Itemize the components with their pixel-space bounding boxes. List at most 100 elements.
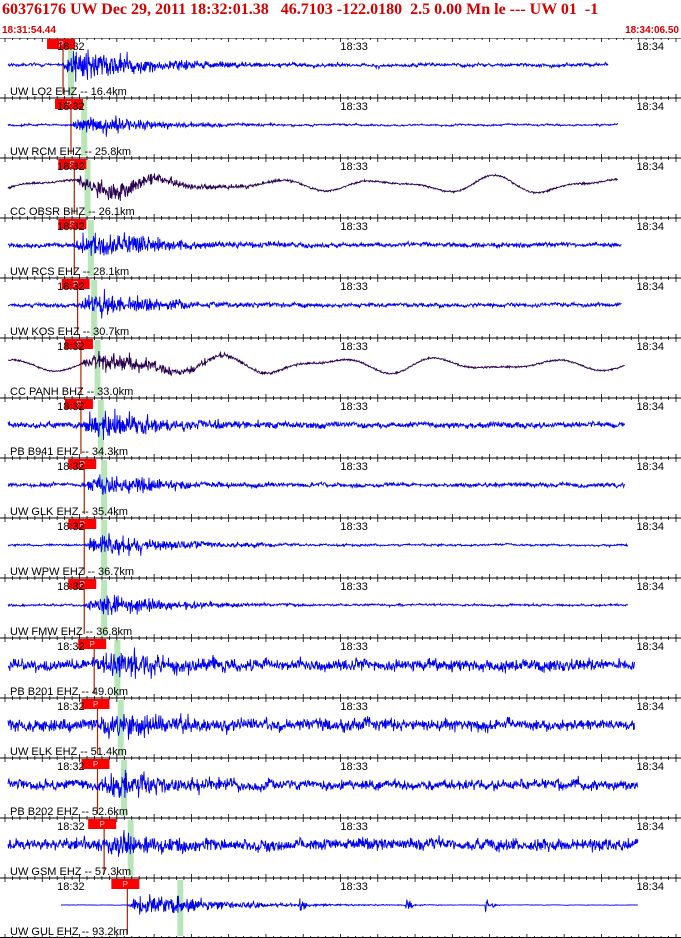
pick-marker[interactable]: P <box>64 399 93 409</box>
pick-marker[interactable]: P <box>58 159 87 169</box>
pick-label: P <box>90 640 95 649</box>
trace-row: P18:32 18:33 18:34 UW LO2 EHZ -- 16.4km <box>0 38 681 98</box>
minute-label: 18:34 <box>636 161 664 173</box>
waveform <box>7 594 629 616</box>
pick-marker[interactable]: P <box>54 99 83 109</box>
pick-marker[interactable]: P <box>81 699 110 709</box>
waveform <box>7 647 635 679</box>
waveform <box>7 408 626 441</box>
minute-label: 18:32 <box>57 881 85 893</box>
pick-marker[interactable]: P <box>68 519 97 529</box>
minute-label: 18:33 <box>340 461 368 473</box>
pick-box <box>111 879 140 889</box>
minute-label: 18:33 <box>340 641 368 653</box>
waveform <box>7 115 619 137</box>
pick-label: P <box>70 160 75 169</box>
arrival-band <box>84 160 91 216</box>
minute-label: 18:34 <box>636 581 664 593</box>
pick-label: P <box>93 700 98 709</box>
pick-marker[interactable]: P <box>88 819 117 829</box>
arrival-band <box>67 40 74 96</box>
trace-row: P 18:32 18:33 18:34 UW GUL EHZ -- 93.2km <box>0 877 681 938</box>
trace-row: P18:32 18:33 18:34 CC OBSR BHZ -- 26.1km <box>0 157 681 218</box>
minute-label: 18:34 <box>636 401 664 413</box>
station-label: PB B941 EHZ -- 34.3km <box>10 446 128 458</box>
minute-label: 18:32 <box>57 581 85 593</box>
pick-box <box>68 459 97 469</box>
pick-box <box>64 339 93 349</box>
pick-marker[interactable]: P <box>61 279 90 289</box>
waveform <box>8 350 625 377</box>
minute-label: 18:32 <box>57 521 85 533</box>
pick-marker[interactable]: P <box>81 759 110 769</box>
station-label: UW GLK EHZ -- 35.4km <box>10 506 128 518</box>
pick-box <box>61 279 90 289</box>
pick-label: P <box>80 520 85 529</box>
station-label: UW KOS EHZ -- 30.7km <box>10 326 129 338</box>
minute-label: 18:33 <box>340 521 368 533</box>
pick-marker[interactable]: P <box>68 579 97 589</box>
trace-row: P18:32 18:33 18:34 PB B941 EHZ -- 34.3km <box>0 397 681 458</box>
station-label: PB B201 EHZ -- 49.0km <box>10 686 128 698</box>
station-label: UW GSM EHZ -- 57.3km <box>10 866 131 878</box>
minute-label: 18:32 <box>57 221 85 233</box>
pick-marker[interactable]: P <box>58 219 87 229</box>
trace-row: P 18:32 18:33 18:34 UW GSM EHZ -- 57.3km <box>0 817 681 878</box>
minute-label: 18:32 <box>57 161 85 173</box>
pick-marker[interactable]: P <box>111 879 140 889</box>
minute-label: 18:33 <box>340 821 368 833</box>
pick-marker[interactable]: P <box>47 39 76 49</box>
minute-label: 18:34 <box>636 821 664 833</box>
pick-marker[interactable]: P <box>68 459 97 469</box>
pick-box <box>58 159 87 169</box>
pick-box <box>68 519 97 529</box>
event-title: 60376176 UW Dec 29, 2011 18:32:01.38 46.… <box>2 1 599 18</box>
pick-label: P <box>80 580 85 589</box>
record-header: 60376176 UW Dec 29, 2011 18:32:01.38 46.… <box>0 0 681 38</box>
pick-box <box>64 399 93 409</box>
minute-label: 18:34 <box>636 281 664 293</box>
minute-label: 18:33 <box>340 341 368 353</box>
minute-label: 18:32 <box>57 281 85 293</box>
waveform <box>7 173 618 202</box>
minute-label: 18:32 <box>57 821 85 833</box>
minute-label: 18:34 <box>636 641 664 653</box>
minute-label: 18:34 <box>636 461 664 473</box>
minute-label: 18:32 <box>57 461 85 473</box>
waveform <box>7 713 635 740</box>
minute-label: 18:32 <box>57 701 85 713</box>
pick-box <box>78 639 107 649</box>
pick-label: P <box>99 820 104 829</box>
pick-marker[interactable]: P <box>78 639 107 649</box>
minute-label: 18:32 <box>57 41 85 53</box>
arrival-band <box>121 760 128 816</box>
pick-label: P <box>123 880 128 889</box>
pick-box <box>58 219 87 229</box>
minute-label: 18:34 <box>636 101 664 113</box>
pick-box <box>68 579 97 589</box>
minute-label: 18:34 <box>636 521 664 533</box>
trace-row: P18:32 18:33 18:34 CC PANH BHZ -- 33.0km <box>0 337 681 398</box>
station-label: UW RCM EHZ -- 25.8km <box>10 146 131 158</box>
waveform <box>7 232 622 256</box>
minute-label: 18:33 <box>340 701 368 713</box>
pick-marker[interactable]: P <box>64 339 93 349</box>
minute-label: 18:34 <box>636 41 664 53</box>
window-end-time: 18:34:06.50 <box>625 25 679 36</box>
minute-label: 18:33 <box>340 281 368 293</box>
waveform <box>7 830 639 857</box>
arrival-band <box>177 880 184 936</box>
pick-box <box>81 699 110 709</box>
arrival-band <box>117 700 124 756</box>
pick-box <box>81 759 110 769</box>
waveform <box>7 533 629 557</box>
trace-row: P 18:32 18:33 18:34 PB B202 EHZ -- 52.6km <box>0 757 681 818</box>
trace-row: P18:32 18:33 18:34 UW GLK EHZ -- 35.4km <box>0 457 681 518</box>
station-label: CC PANH BHZ -- 33.0km <box>10 386 133 398</box>
station-label: UW RCS EHZ -- 28.1km <box>10 266 129 278</box>
waveform <box>61 894 638 915</box>
minute-label: 18:33 <box>340 161 368 173</box>
minute-label: 18:32 <box>57 641 85 653</box>
arrival-band <box>101 520 108 576</box>
minute-label: 18:32 <box>57 761 85 773</box>
